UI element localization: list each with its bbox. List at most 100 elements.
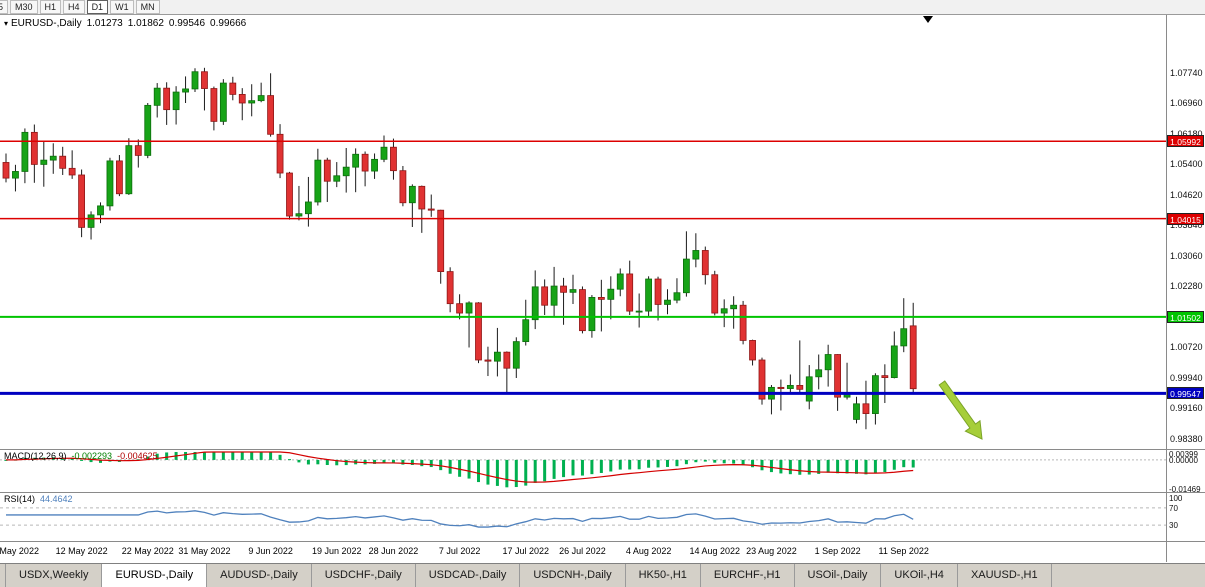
candle-body: [635, 310, 643, 313]
macd-histogram-bar: [325, 459, 329, 466]
candle-body: [739, 304, 747, 341]
macd-histogram-bar: [524, 459, 528, 486]
candle: [295, 185, 303, 221]
panel-separator[interactable]: [0, 492, 1205, 493]
macd-histogram-bar: [155, 453, 159, 460]
macd-histogram-bar: [788, 459, 792, 475]
candle: [701, 246, 709, 285]
candle-body: [692, 250, 700, 260]
macd-histogram-bar: [184, 452, 188, 460]
macd-histogram-bar: [684, 459, 688, 465]
macd-histogram-bar: [495, 459, 499, 486]
candle-body: [805, 376, 813, 402]
candle: [12, 164, 19, 192]
macd-histogram-bar: [911, 459, 915, 468]
chart-tab-usdcnh[interactable]: USDCNH-,Daily: [520, 564, 626, 587]
macd-histogram-bar: [628, 459, 632, 470]
trend-arrow-annotation[interactable]: [938, 380, 983, 440]
chart-tab-xauusd[interactable]: XAUUSD-,H1: [957, 564, 1052, 587]
chart-tab-eurusd[interactable]: EURUSD-,Daily: [102, 564, 208, 587]
chart-tab-bar: USDX,Weekly EURUSD-,Daily AUDUSD-,Daily USD…: [0, 563, 1205, 587]
timeframe-button-h4[interactable]: H4: [63, 0, 85, 14]
rsi-title: RSI(14): [4, 494, 36, 504]
macd-histogram-bar: [807, 459, 811, 475]
macd-histogram-bar: [231, 452, 235, 460]
macd-histogram-bar: [70, 458, 74, 460]
candle: [144, 103, 152, 159]
macd-histogram-bar: [590, 459, 594, 475]
ohlc-low: 0.99546: [168, 18, 206, 29]
macd-histogram-bar: [713, 459, 717, 463]
macd-scale-label: 0.00399: [1169, 450, 1198, 459]
candle: [49, 143, 57, 174]
macd-histogram-bar: [562, 459, 566, 478]
candle: [597, 279, 605, 332]
macd-histogram-bar: [533, 459, 537, 483]
candle-body: [323, 159, 331, 182]
macd-histogram-bar: [514, 459, 518, 488]
candle: [30, 124, 38, 183]
panel-separator[interactable]: [0, 541, 1205, 542]
macd-histogram-bar: [316, 459, 320, 465]
price-scale-label: 1.06180: [1170, 128, 1203, 139]
chart-tab-usdx[interactable]: USDX,Weekly: [6, 564, 103, 587]
candle-body: [588, 297, 596, 332]
chart-tab-usdchf[interactable]: USDCHF-,Daily: [311, 564, 416, 587]
candle: [522, 299, 530, 346]
candle-body: [475, 302, 482, 361]
candle-body: [626, 273, 634, 312]
macd-histogram-bar: [703, 459, 707, 462]
candle-body: [371, 158, 378, 172]
candle-body: [427, 208, 435, 211]
chart-tab-usoil[interactable]: USOil-,Daily: [794, 564, 882, 587]
candle-body: [673, 292, 681, 301]
candle: [134, 139, 142, 168]
price-chart[interactable]: [0, 15, 1166, 448]
chart-tab-ukoil[interactable]: UKOil-,H4: [881, 564, 958, 587]
price-scale-label: 1.03840: [1170, 220, 1204, 230]
chart-tab-usdcad[interactable]: USDCAD-,Daily: [415, 564, 521, 587]
candle: [172, 86, 180, 125]
macd-histogram-bar: [855, 459, 858, 474]
timeframe-button-5[interactable]: 5: [0, 0, 9, 14]
candle-body: [437, 209, 445, 272]
candle: [796, 340, 804, 393]
macd-histogram-bar: [552, 459, 556, 479]
chart-shift-marker[interactable]: [923, 16, 933, 23]
title-dropdown-icon[interactable]: ▾: [4, 19, 9, 28]
timeframe-button-h1[interactable]: H1: [39, 0, 62, 14]
macd-histogram-bar: [439, 459, 443, 471]
candle: [153, 83, 161, 118]
date-axis-label: 7 Jul 2022: [438, 546, 481, 556]
timeframe-button-d1[interactable]: D1: [86, 0, 109, 14]
rsi-panel-plot[interactable]: [0, 493, 1166, 540]
candle-body: [106, 160, 114, 207]
timeframe-button-m30[interactable]: M30: [10, 0, 38, 14]
macd-histogram-bar: [382, 459, 386, 463]
candle-body: [12, 171, 19, 179]
chart-tab-hk50[interactable]: HK50-,H1: [625, 564, 701, 587]
candle: [664, 289, 671, 315]
timeframe-button-w1[interactable]: W1: [110, 0, 134, 14]
timeframe-button-mn[interactable]: MN: [135, 0, 160, 14]
price-level-badge: 1.04015: [1167, 212, 1204, 225]
candle: [569, 274, 577, 305]
price-scale-label: 1.03060: [1170, 250, 1203, 261]
candle: [390, 138, 397, 180]
candle: [616, 268, 624, 297]
chart-tab-audusd[interactable]: AUDUSD-,Daily: [207, 564, 312, 587]
candle-body: [408, 185, 416, 204]
macd-histogram-bar: [666, 459, 669, 467]
macd-histogram-bar: [694, 459, 698, 463]
panel-separator[interactable]: [0, 449, 1205, 450]
candle: [276, 124, 284, 179]
date-axis-label: 26 Jul 2022: [559, 546, 606, 556]
candle-body: [257, 95, 265, 102]
candle-body: [201, 71, 208, 89]
chart-tab-eurchf[interactable]: EURCHF-,H1: [700, 564, 795, 587]
date-axis-label: 4 Aug 2022: [625, 546, 672, 556]
macd-panel-plot[interactable]: [0, 450, 1166, 491]
candle-body: [229, 82, 237, 95]
macd-histogram-bar: [401, 459, 405, 465]
candle: [21, 128, 29, 184]
